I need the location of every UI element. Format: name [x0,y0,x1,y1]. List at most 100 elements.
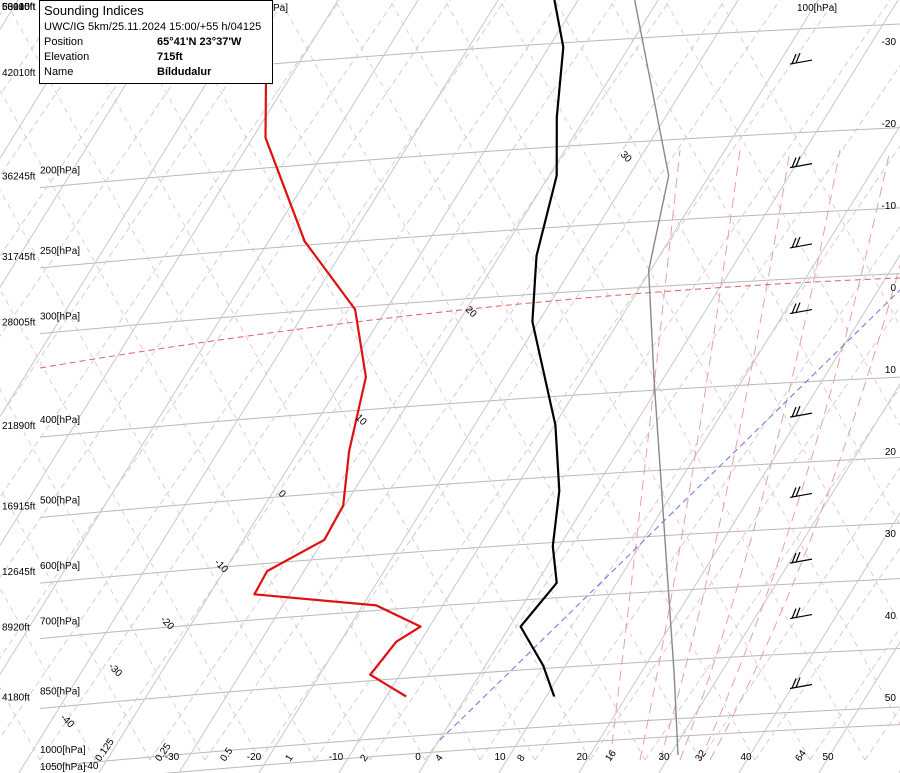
altitude-label: 42010ft [2,68,36,79]
altitude-label: 4180ft [2,692,30,703]
isotherm-line [0,0,99,160]
altitude-label: 31745ft [2,252,36,263]
info-value: Bíldudalur [157,66,212,78]
wind-barb-feather [791,303,797,314]
isotherm-line [0,0,339,547]
moist-adiabat-line [59,0,481,761]
moist-adiabat-line [0,686,41,761]
mixing-ratio-line [609,149,681,761]
wind-barb-feather [791,53,797,65]
wind-barb-feather [791,487,797,498]
info-key: Position [44,36,84,48]
wind-barb-feather [795,156,801,167]
altitude-label: 50040ft [2,2,36,13]
bottom-temp-label: 10 [494,752,506,763]
mixing-ratio-label: 64 [793,748,809,764]
pressure-label: 700[hPa] [40,617,80,628]
isotherm-label: -20 [158,614,176,632]
dewpoint-curve [253,0,422,698]
wind-barb [789,683,813,690]
wind-barb-feather [795,551,801,563]
isobar-line [39,376,900,438]
info-key: Name [44,66,74,78]
isobar-line [39,273,900,335]
dry-adiabat-line [94,0,616,761]
info-key: Elevation [44,51,90,63]
wind-barb-feather [795,236,801,248]
isotherm-line [178,0,659,773]
wind-barb-feather [795,677,801,688]
wind-barb-feather [795,405,801,417]
dry-adiabat-line [479,145,900,761]
right-temp-label: 40 [885,611,897,622]
dry-adiabat-line [424,64,900,761]
moist-adiabat-line [0,288,261,761]
dry-adiabat-line [864,707,900,761]
moist-adiabat-line [4,0,426,761]
isotherm-line [418,0,899,773]
mixing-ratio-label: 2 [358,752,370,763]
wind-barb [789,163,813,169]
dry-adiabat-line [699,466,900,761]
dry-adiabat-line [534,225,900,761]
dry-adiabat-line [589,306,900,761]
moist-adiabat-line [0,487,151,761]
bottom-temp-label: -30 [165,752,180,763]
bottom-temp-label: 50 [822,752,834,763]
info-row-position: Position 65°41'N 23°37'W [44,35,268,50]
dry-adiabat-line [0,0,286,418]
dry-adiabat-line [644,386,900,761]
isotherm-line [578,254,900,773]
right-temp-label: 10 [885,365,897,376]
wind-barb-feather [795,52,801,64]
altitude-label: 12645ft [2,567,36,578]
bottom-temp-label: 0 [415,752,421,763]
wind-barb-feather [791,237,797,249]
isotherm-line [0,0,117,773]
wind-barb-feather [795,486,801,497]
dry-adiabat-line [0,0,506,739]
wind-barb-feather [791,406,797,418]
moist-adiabat-line [389,0,811,761]
isobar-line [39,456,900,518]
bottom-temp-label: 20 [576,752,588,763]
pressure-label: 600[hPa] [40,561,80,572]
isobar-line [163,724,900,773]
moist-adiabat-line [554,0,900,626]
altitude-label: 28005ft [2,318,36,329]
isobar-line [39,207,900,269]
bottom-temp-label: -10 [329,752,344,763]
bottom-temp-label: 40 [740,752,752,763]
dry-adiabat-line [0,0,11,16]
isobar-line [39,647,900,709]
isotherm-label: -30 [106,661,124,679]
isotherm-label: -10 [212,557,230,575]
moist-adiabat-line [0,89,371,761]
info-title: Sounding Indices [44,3,144,18]
temperature-curve [519,0,565,697]
right-temp-label: 30 [885,529,897,540]
isotherm-line [0,0,259,418]
moist-adiabat-line [279,0,701,761]
top-pressure-label: 100[hPa] [797,3,837,14]
pressure-label: 500[hPa] [40,495,80,506]
pressure-label: 850[hPa] [40,686,80,697]
bottom-corner-label: -40 [84,761,99,772]
moist-adiabat-line [719,0,900,327]
moist-adiabat-line [224,0,646,761]
info-row-elevation: Elevation 715ft [44,50,268,65]
dry-adiabat-line [369,0,891,761]
dry-adiabat-line [204,0,726,761]
moist-adiabat-line [0,587,96,761]
right-temp-label: -20 [882,119,897,130]
dry-adiabat-line [0,0,396,579]
altitude-label: 8920ft [2,623,30,634]
moist-adiabat-line [0,189,316,761]
moist-adiabat-line [169,0,591,761]
top-left-fragment: Pa] [273,3,288,14]
bottom-temp-label: -20 [247,752,262,763]
dry-adiabat-line [314,0,836,761]
moist-adiabat-line [664,0,900,427]
